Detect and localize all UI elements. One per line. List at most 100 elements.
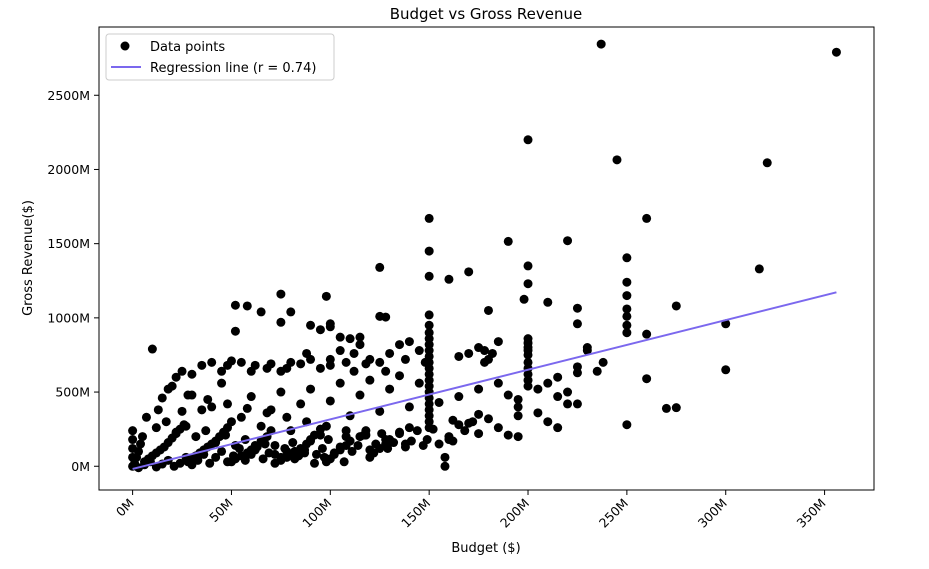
data-point: [226, 417, 236, 427]
data-point: [448, 415, 458, 425]
data-point: [464, 348, 474, 358]
data-point: [270, 449, 280, 459]
data-point: [468, 417, 478, 427]
data-point: [400, 354, 410, 364]
data-point: [513, 411, 523, 421]
data-point: [276, 387, 286, 397]
data-point: [205, 458, 215, 468]
data-point: [161, 417, 171, 427]
data-point: [207, 357, 217, 367]
data-point: [596, 39, 606, 49]
data-point: [223, 457, 233, 467]
data-point: [228, 451, 238, 461]
data-point: [622, 311, 632, 321]
data-point: [440, 452, 450, 462]
data-point: [270, 458, 280, 468]
data-point: [414, 346, 424, 356]
data-point: [383, 443, 393, 453]
data-point: [404, 423, 414, 433]
data-point: [147, 344, 157, 354]
data-point: [276, 317, 286, 327]
data-point: [171, 372, 181, 382]
data-point: [177, 406, 187, 416]
data-point: [365, 445, 375, 455]
data-point: [424, 271, 434, 281]
data-point: [355, 390, 365, 400]
data-point: [523, 381, 533, 391]
data-point: [533, 384, 543, 394]
data-point: [434, 439, 444, 449]
data-point: [365, 452, 375, 462]
data-point: [598, 357, 608, 367]
data-point: [296, 359, 306, 369]
data-point: [622, 304, 632, 314]
data-point: [171, 427, 181, 437]
data-point: [762, 158, 772, 168]
data-point: [424, 246, 434, 256]
data-point: [428, 424, 438, 434]
data-point: [592, 366, 602, 376]
data-point: [355, 340, 365, 350]
data-point: [349, 366, 359, 376]
data-point: [175, 458, 185, 468]
y-axis: 0M 500M 1000M 1500M 2000M 2500M: [47, 88, 99, 474]
data-point: [230, 326, 240, 336]
data-point: [311, 449, 321, 459]
data-point: [217, 446, 227, 456]
data-point: [242, 301, 252, 311]
data-point: [321, 291, 331, 301]
data-point: [513, 394, 523, 404]
data-point: [622, 253, 632, 263]
data-point: [258, 454, 268, 464]
data-point: [128, 426, 138, 436]
data-point: [622, 291, 632, 301]
data-point: [128, 452, 138, 462]
data-point: [375, 311, 385, 321]
data-point: [230, 300, 240, 310]
data-point: [454, 392, 464, 402]
data-point: [151, 423, 161, 433]
data-point: [236, 357, 246, 367]
data-point: [424, 310, 434, 320]
data-point: [355, 332, 365, 342]
data-point: [404, 402, 414, 412]
data-point: [177, 366, 187, 376]
data-point: [361, 359, 371, 369]
data-point: [642, 329, 652, 339]
data-point: [240, 455, 250, 465]
data-point: [543, 417, 553, 427]
data-point: [217, 366, 227, 376]
data-point: [315, 363, 325, 373]
legend: Data points Regression line (r = 0.74): [105, 33, 335, 81]
data-point: [572, 319, 582, 329]
data-point: [329, 448, 339, 458]
data-point: [136, 439, 146, 449]
data-point: [493, 378, 503, 388]
data-point: [371, 439, 381, 449]
data-point: [513, 402, 523, 412]
data-point: [197, 360, 207, 370]
data-point: [375, 406, 385, 416]
data-point: [831, 47, 841, 57]
data-point: [335, 346, 345, 356]
data-point: [513, 432, 523, 442]
regression-line: [132, 291, 837, 470]
data-point: [533, 408, 543, 418]
data-point: [201, 426, 211, 436]
data-point: [309, 458, 319, 468]
data-point: [464, 267, 474, 277]
data-point: [306, 320, 316, 330]
data-point: [321, 421, 331, 431]
data-point: [483, 414, 493, 424]
data-point: [434, 397, 444, 407]
data-point: [375, 357, 385, 367]
data-point: [211, 438, 221, 448]
data-point: [141, 412, 151, 422]
data-point: [424, 320, 434, 330]
data-point: [563, 399, 573, 409]
data-point: [306, 384, 316, 394]
data-point: [300, 448, 310, 458]
data-point: [236, 412, 246, 422]
data-point: [306, 354, 316, 364]
